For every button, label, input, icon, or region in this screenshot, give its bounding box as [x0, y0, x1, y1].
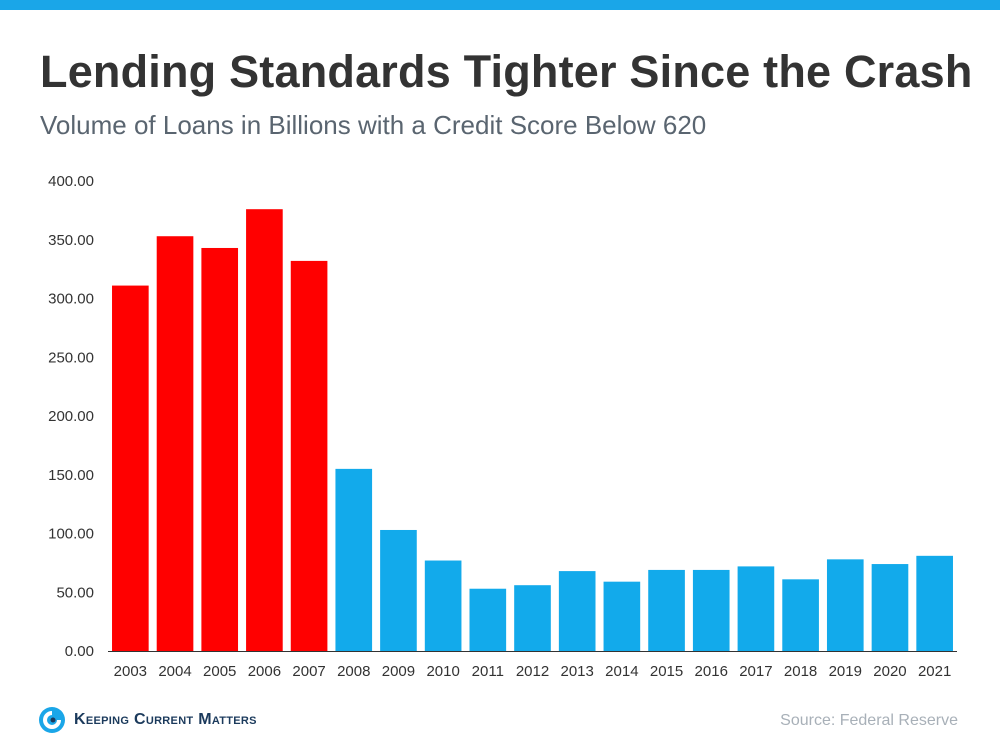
x-tick-label: 2018 [784, 663, 817, 680]
bar-2004 [156, 236, 194, 651]
x-tick-label: 2007 [292, 663, 325, 680]
x-tick-label: 2011 [472, 663, 504, 680]
bar-2021 [916, 555, 953, 651]
y-tick-label: 200.00 [48, 408, 94, 425]
x-tick-label: 2005 [203, 663, 236, 680]
y-tick-label: 100.00 [48, 526, 94, 543]
x-tick-label: 2014 [605, 663, 638, 680]
y-tick-label: 300.00 [48, 291, 94, 308]
y-tick-label: 50.00 [56, 584, 94, 601]
bar-2003 [112, 285, 149, 651]
bar-2010 [424, 560, 462, 651]
bar-2019 [826, 559, 864, 651]
bar-2018 [782, 579, 819, 651]
bar-2012 [514, 585, 551, 651]
x-tick-label: 2013 [560, 663, 593, 680]
bar-2014 [603, 581, 641, 651]
y-tick-label: 0.00 [65, 643, 94, 660]
bar-2005 [201, 247, 239, 651]
x-tick-label: 2021 [918, 663, 951, 680]
x-tick-label: 2010 [426, 663, 459, 680]
x-tick-label: 2006 [248, 663, 281, 680]
y-tick-label: 250.00 [48, 349, 94, 366]
x-tick-label: 2012 [516, 663, 549, 680]
bar-2008 [335, 468, 373, 651]
x-tick-label: 2015 [650, 663, 683, 680]
bar-2009 [380, 529, 417, 651]
x-tick-label: 2008 [337, 663, 370, 680]
chart-subtitle: Volume of Loans in Billions with a Credi… [40, 110, 707, 140]
bar-2006 [246, 209, 283, 651]
chart-title: Lending Standards Tighter Since the Cras… [40, 46, 973, 97]
x-tick-label: 2019 [829, 663, 862, 680]
kcm-logo-icon [38, 706, 66, 734]
bar-2016 [692, 569, 730, 651]
x-tick-label: 2016 [695, 663, 728, 680]
bar-2020 [871, 564, 909, 651]
x-tick-label: 2003 [114, 663, 147, 680]
y-tick-label: 400.00 [48, 173, 94, 190]
y-tick-label: 150.00 [48, 467, 94, 484]
bar-2017 [737, 566, 775, 651]
y-tick-label: 350.00 [48, 232, 94, 249]
x-tick-label: 2009 [382, 663, 415, 680]
source-note: Source: Federal Reserve [780, 712, 958, 729]
top-accent-bar [0, 0, 1000, 10]
x-tick-label: 2020 [873, 663, 906, 680]
bar-2011 [469, 588, 507, 651]
bar-2007 [290, 260, 328, 651]
brand-name: Keeping Current Matters [74, 711, 257, 728]
bar-chart: 0.00 50.00 100.00 150.00 200.00 250.00 300.00 3… [48, 173, 957, 680]
brand-logo: Keeping Current Matters [38, 706, 257, 734]
bar-2015 [648, 569, 685, 651]
x-tick-label: 2017 [739, 663, 772, 680]
x-tick-label: 2004 [158, 663, 191, 680]
bar-2013 [558, 571, 596, 651]
